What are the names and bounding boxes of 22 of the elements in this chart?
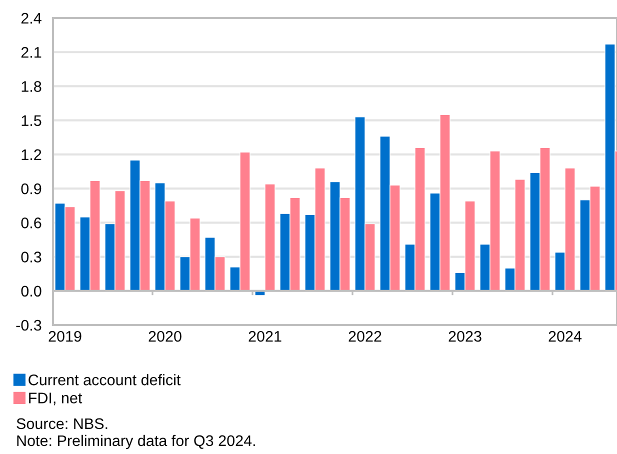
y-tick-label: 1.8: [22, 81, 42, 92]
legend-label: Current account deficit: [28, 374, 181, 386]
y-tick-label: -0.3: [16, 320, 42, 331]
x-tick-label: 2021: [248, 330, 282, 342]
x-tick-label: 2020: [148, 330, 182, 342]
x-tick-label: 2023: [448, 330, 482, 342]
legend-label: FDI, net: [29, 392, 82, 406]
y-tick-label: 0.0: [21, 286, 42, 297]
y-tick-label: 0.3: [21, 252, 42, 262]
x-tick-label: 2024: [548, 330, 582, 342]
y-tick-label: 2.4: [21, 12, 42, 24]
bar: [264, 184, 276, 292]
y-tick-label: 2.1: [21, 46, 42, 58]
x-tick-label: 2022: [348, 330, 382, 342]
y-tick-label: 1.5: [22, 115, 42, 126]
y-tick-label: 1.2: [22, 149, 42, 160]
y-tick-label: 0.9: [21, 183, 42, 194]
text: Note: Preliminary data for Q3 2024.: [17, 434, 255, 450]
bar: [604, 44, 616, 292]
y-tick-label: 0.6: [21, 218, 42, 228]
x-tick-label: 2019: [48, 330, 82, 342]
source-note: Source: NBS.: [16, 418, 108, 430]
